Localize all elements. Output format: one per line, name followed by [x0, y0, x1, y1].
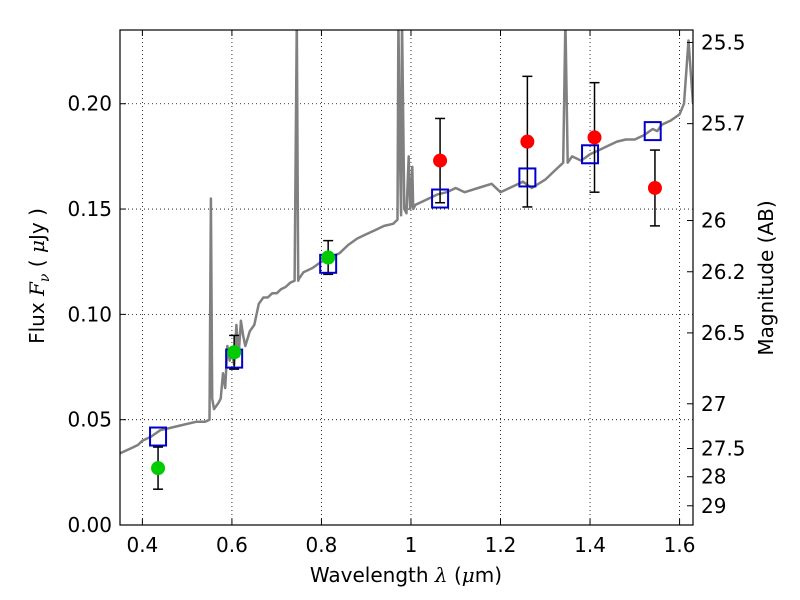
observed-nir-point [433, 153, 448, 168]
observed-nir-point [587, 130, 602, 145]
y-tick-label: 0.00 [67, 513, 112, 537]
y2-tick-label: 26.2 [701, 260, 746, 284]
model-point-square [643, 121, 662, 142]
plot-area [120, 30, 693, 490]
x-tick-label: 0.6 [216, 533, 248, 557]
y2-axis-label: Magnitude (AB) [754, 200, 778, 355]
x-axis-label: Wavelength λ (μm) [310, 563, 502, 587]
y2-tick-label: 29 [701, 494, 726, 518]
y-tick-label: 0.15 [67, 197, 112, 221]
y2-tick-label: 26.5 [701, 321, 746, 345]
grid-layer [120, 30, 693, 526]
model-point-square [581, 144, 600, 165]
y2-tick-label: 27.5 [701, 437, 746, 461]
x-tick-label: 1.2 [485, 533, 517, 557]
sed-model-line [120, 30, 693, 455]
y-tick-label: 0.10 [67, 302, 112, 326]
observed-nir-point [520, 134, 535, 149]
y-axis-label: Flux Fν ( μJy ) [25, 208, 53, 344]
observed-optical-point [151, 461, 166, 476]
model-point-square [149, 426, 168, 447]
y2-tick-label: 25.5 [701, 30, 746, 54]
y-tick-label: 0.20 [67, 92, 112, 116]
plot-frame [119, 29, 694, 526]
x-tick-label: 0.8 [306, 533, 338, 557]
x-tick-label: 1.6 [664, 533, 696, 557]
plot-border [119, 29, 694, 526]
observed-nir-point [647, 180, 662, 195]
observed-optical-point [227, 345, 242, 360]
y2-tick-label: 25.7 [701, 112, 746, 136]
x-tick-label: 0.4 [126, 533, 158, 557]
y2-tick-label: 26 [701, 209, 726, 233]
y2-tick-label: 28 [701, 465, 726, 489]
model-point-square [431, 188, 450, 209]
x-tick-label: 1.4 [574, 533, 606, 557]
observed-optical-point [321, 250, 336, 265]
tick-layer: 0.4 0.6 0.8 1 1.2 1.4 1.6 0.00 0.05 0.10 0.15 0.20 2… [67, 30, 746, 557]
model-point-square [518, 167, 537, 188]
x-tick-label: 1 [405, 533, 418, 557]
y-tick-label: 0.05 [67, 408, 112, 432]
y2-tick-label: 27 [701, 392, 726, 416]
